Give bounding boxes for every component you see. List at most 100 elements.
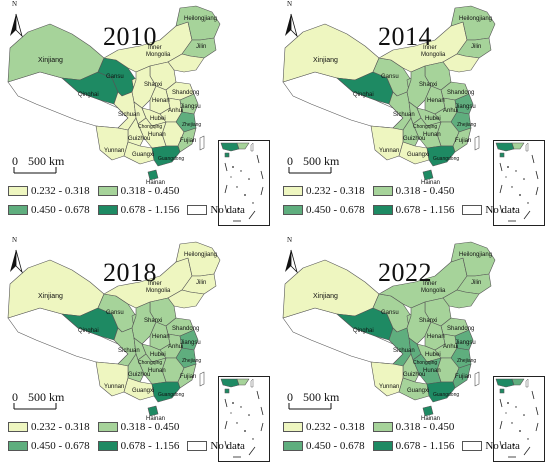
legend-swatch-nodata [187, 204, 208, 215]
legend-label-nodata: No data [485, 439, 520, 452]
legend-item-class1: 0.232 - 0.318 [8, 421, 90, 433]
south-china-sea-inset [493, 376, 545, 462]
label-gansu: Gansu [381, 310, 399, 316]
north-label: N [287, 0, 293, 8]
label-hainan: Hainan [146, 180, 166, 186]
region-fujian [177, 363, 197, 389]
label-jilin: Jilin [196, 280, 207, 286]
region-taiwan [199, 371, 205, 387]
china-map [7, 241, 221, 417]
legend-item-class3: 0.450 - 0.678 [8, 440, 90, 452]
label-henan: Henan [427, 334, 445, 340]
label-inner-mongolia-1: Inner [423, 281, 437, 287]
south-china-sea-inset [218, 376, 270, 462]
region-shaanxi [406, 65, 432, 109]
year-title: 2010 [103, 22, 157, 51]
legend-swatch-class3 [8, 440, 28, 451]
inset-fujian [511, 378, 525, 386]
north-arrow-icon [283, 244, 299, 274]
legend-item-class4: 0.678 - 1.156 [97, 440, 179, 452]
label-hainan: Hainan [421, 416, 441, 422]
label-inner-mongolia-2: Mongolia [421, 288, 446, 294]
legend-item-class1: 0.232 - 0.318 [283, 185, 365, 197]
region-yunnan [370, 125, 404, 161]
label-shandong: Shandong [447, 326, 475, 332]
label-guizhou: Guizhou [403, 136, 426, 142]
region-guangdong [426, 145, 456, 167]
map-panel-2010: N 2010 0 500 km Xinjiang Gansu Qinghai I… [0, 0, 275, 235]
label-hunan: Hunan [148, 368, 166, 374]
legend: 0.232 - 0.318 0.318 - 0.450 0.450 - 0.67… [8, 181, 268, 219]
inset-fujian [511, 142, 525, 150]
legend-swatch-class3 [283, 204, 303, 215]
label-jiangsu: Jiangsu [180, 340, 201, 346]
label-yunnan: Yunnan [379, 384, 400, 390]
legend-swatch-class4 [97, 204, 118, 215]
label-guangxi: Guangxi [407, 152, 430, 158]
legend-label-class1: 0.232 - 0.318 [306, 184, 365, 197]
inset-guangdong [220, 378, 240, 388]
label-hunan: Hunan [148, 132, 166, 138]
label-fujian: Fujian [180, 374, 197, 380]
label-guangxi: Guangxi [132, 388, 155, 394]
label-guizhou: Guizhou [128, 372, 151, 378]
year-title: 2022 [378, 258, 432, 287]
china-map [7, 5, 221, 181]
legend-row: 0.232 - 0.318 0.318 - 0.450 [8, 417, 268, 436]
label-anhui: Anhui [443, 344, 459, 350]
label-henan: Henan [152, 98, 170, 104]
label-gansu: Gansu [106, 310, 124, 316]
scale-bar [10, 391, 100, 413]
legend-swatch-class3 [283, 440, 303, 451]
scale-distance-label: 500 km [303, 390, 340, 404]
legend-item-nodata: No data [187, 440, 245, 452]
label-hubei: Hubei [425, 352, 441, 358]
label-guangdong: Guangdong [158, 156, 185, 162]
legend-item-class4: 0.678 - 1.156 [372, 204, 454, 216]
north-arrow-icon [8, 244, 24, 274]
region-yunnan [95, 125, 129, 161]
label-henan: Henan [427, 98, 445, 104]
label-yunnan: Yunnan [379, 148, 400, 154]
label-shanxi: Shanxi [419, 82, 438, 88]
legend-row: 0.232 - 0.318 0.318 - 0.450 [8, 181, 268, 200]
region-heilongjiang [450, 5, 496, 41]
region-jiangsu [454, 329, 474, 351]
inset-hainan [224, 388, 230, 394]
map-panel-2022: N 2022 0 500 km Xinjiang Gansu Qinghai I… [275, 236, 550, 471]
north-arrow-icon [283, 8, 299, 38]
scale-bar [285, 391, 375, 413]
label-chongqing: Chongqing [138, 360, 163, 366]
legend-swatch-nodata [187, 440, 208, 451]
label-guizhou: Guizhou [128, 136, 151, 142]
legend-label-nodata: No data [485, 203, 520, 216]
label-jiangsu: Jiangsu [455, 340, 476, 346]
label-shanxi: Shanxi [144, 318, 163, 324]
label-inner-mongolia-2: Mongolia [146, 288, 171, 294]
legend-swatch-class4 [97, 440, 118, 451]
region-liaoning [167, 289, 205, 309]
scale-zero-label: 0 [287, 154, 293, 168]
label-chongqing: Chongqing [413, 124, 438, 130]
label-shandong: Shandong [172, 90, 200, 96]
region-fujian [177, 127, 197, 153]
legend-label-class2: 0.318 - 0.450 [395, 420, 455, 433]
inset-map [220, 142, 264, 222]
legend-item-class3: 0.450 - 0.678 [283, 204, 365, 216]
label-fujian: Fujian [180, 138, 197, 144]
china-map [282, 241, 496, 417]
label-shandong: Shandong [447, 90, 475, 96]
label-zhejiang: Zhejiang [182, 358, 202, 364]
scale-distance-label: 500 km [28, 154, 65, 168]
label-inner-mongolia-1: Inner [148, 45, 162, 51]
label-zhejiang: Zhejiang [182, 122, 202, 128]
legend-item-class4: 0.678 - 1.156 [97, 204, 179, 216]
region-hainan [422, 169, 434, 181]
legend-item-class2: 0.318 - 0.450 [372, 420, 455, 433]
legend-swatch-nodata [462, 440, 483, 451]
scale-zero-label: 0 [287, 390, 293, 404]
label-hubei: Hubei [425, 116, 441, 122]
china-map [282, 5, 496, 181]
legend-label-class1: 0.232 - 0.318 [306, 420, 365, 433]
label-hubei: Hubei [150, 116, 166, 122]
